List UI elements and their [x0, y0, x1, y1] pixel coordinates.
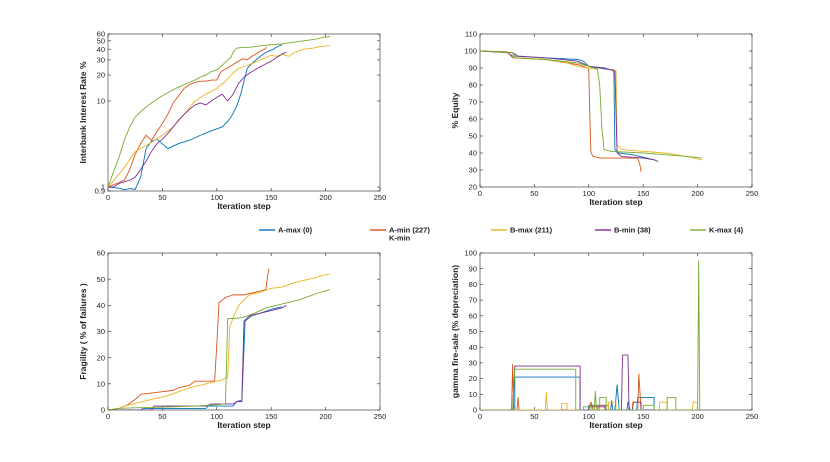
x-axis-label: Iteration step [217, 201, 270, 211]
y-tick-label: 110 [465, 30, 477, 39]
y-tick-label: 10 [97, 97, 105, 106]
x-tick-label: 200 [691, 189, 704, 198]
x-axis-label: Iteration step [589, 197, 642, 207]
y-tick-label: 100 [464, 249, 477, 258]
x-tick-label: 150 [637, 189, 650, 198]
series-line-b-min-38 [480, 354, 660, 410]
y-tick-label: 0 [101, 406, 105, 415]
y-tick-label: 0 [473, 406, 477, 415]
legend-label: K-max (4) [709, 226, 744, 235]
x-tick-label: 150 [637, 412, 650, 421]
x-tick-label: 150 [265, 412, 278, 421]
y-tick-label: 70 [469, 98, 477, 107]
x-axis-label: Iteration step [589, 420, 642, 430]
fragility-chart: 0 50 100 150 200 250 0 10 20 30 40 50 60 Iteration st… [78, 249, 386, 430]
legend-label: A-min (227) [389, 226, 430, 235]
series-line-k-max-4 [108, 36, 330, 188]
x-axis-label: Iteration step [217, 420, 270, 430]
y-tick-label: 1 [101, 183, 105, 192]
y-tick-label: 10 [97, 379, 105, 388]
x-tick-label: 200 [691, 412, 704, 421]
series-line-b-max-211 [108, 45, 330, 188]
series-line-a-min-227 [108, 268, 270, 410]
y-tick-label: 80 [469, 81, 477, 90]
y-axis-label: Fragility ( % of failures ) [78, 283, 88, 380]
y-tick-label: 30 [97, 327, 105, 336]
legend-label: A-max (0) [278, 226, 313, 235]
series-line-k-max-4 [480, 50, 702, 159]
y-tick-label: 40 [469, 343, 477, 352]
y-tick-label: 10 [469, 390, 477, 399]
x-tick-label: 250 [746, 189, 759, 198]
y-tick-label: 70 [469, 296, 477, 305]
y-tick-label: 20 [97, 353, 105, 362]
series-line-b-min-38 [108, 304, 287, 410]
plot-area-frame [479, 33, 753, 188]
y-tick-label: 30 [97, 56, 105, 65]
x-tick-label: 100 [583, 189, 596, 198]
y-tick-label: 30 [469, 359, 477, 368]
y-tick-label: 40 [469, 149, 477, 158]
y-tick-label: 40 [97, 45, 105, 54]
x-tick-label: 50 [530, 189, 538, 198]
x-tick-label: 150 [265, 193, 278, 202]
x-tick-label: 0 [106, 412, 110, 421]
y-tick-label: 30 [469, 166, 477, 175]
series-line-a-min-227 [108, 46, 268, 188]
x-tick-label: 50 [158, 412, 166, 421]
x-tick-label: 50 [158, 193, 166, 202]
y-tick-label: 60 [469, 311, 477, 320]
y-tick-label: 20 [469, 183, 477, 192]
series-line-a-max-0 [108, 306, 283, 410]
y-tick-label: 50 [97, 36, 105, 45]
y-tick-label: 100 [464, 47, 477, 56]
y-tick-label: 50 [469, 132, 477, 141]
y-tick-label: 40 [97, 301, 105, 310]
y-tick-label: 60 [469, 115, 477, 124]
y-tick-label: 60 [97, 30, 105, 39]
series-line-k-max-4 [480, 260, 701, 410]
x-tick-label: 0 [478, 189, 482, 198]
equity-chart: 0 50 100 150 200 250 20 30 40 50 60 70 80 90 100 110 Ite… [450, 30, 758, 207]
gamma-fire-sale-chart: 0 50 100 150 200 2500102030405060708090100Ite… [450, 249, 758, 430]
plot-area-frame [107, 33, 381, 192]
y-axis-label: % Equity [450, 92, 460, 128]
plot-area-frame [479, 252, 753, 411]
y-axis-label: gamma fire-sale (% depreciation) [450, 265, 460, 398]
y-tick-label: 90 [469, 64, 477, 73]
legend-label: B-min (38) [614, 226, 651, 235]
legend-label-secondary: K-min [389, 234, 411, 243]
x-tick-label: 100 [211, 412, 224, 421]
x-tick-label: 100 [583, 412, 596, 421]
x-tick-label: 250 [374, 193, 387, 202]
y-axis-label: Interbank Interest Rate % [78, 61, 88, 163]
series-line-a-max-0 [108, 44, 283, 191]
y-tick-label: 20 [469, 374, 477, 383]
legend: A-max (0) A-min (227)K-min B-max (211) B-mi… [259, 226, 744, 243]
x-tick-label: 200 [319, 412, 332, 421]
y-tick-label: 60 [97, 249, 105, 258]
series-line-b-min-38 [480, 50, 659, 162]
y-tick-label: 50 [97, 275, 105, 284]
legend-label: B-max (211) [510, 226, 553, 235]
x-tick-label: 0 [106, 193, 110, 202]
series-line-b-max-211 [108, 273, 331, 410]
x-tick-label: 100 [211, 193, 224, 202]
x-tick-label: 200 [319, 193, 332, 202]
y-tick-label: 50 [469, 327, 477, 336]
x-tick-label: 50 [530, 412, 538, 421]
y-tick-label: 80 [469, 280, 477, 289]
x-tick-label: 0 [478, 412, 482, 421]
series-line-a-max-0 [480, 50, 655, 161]
y-tick-label: 20 [97, 71, 105, 80]
interest-rate-chart: 0 50 100 150 200 2500.91102030405060Iteration… [78, 30, 386, 211]
y-tick-label: 90 [469, 264, 477, 273]
series-line-b-min-38 [108, 51, 287, 188]
x-tick-label: 250 [374, 412, 387, 421]
series-line-k-max-4 [108, 289, 331, 410]
x-tick-label: 250 [746, 412, 759, 421]
y-tick-label: 0.9 [95, 187, 105, 196]
